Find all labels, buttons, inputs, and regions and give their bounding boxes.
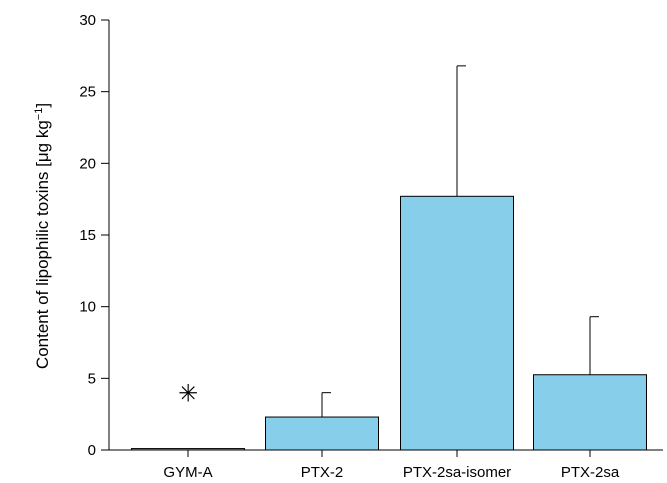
y-tick-label: 15 (79, 227, 96, 244)
y-tick-label: 5 (88, 370, 96, 387)
y-axis-label-main: Content of lipophilic toxins [μg kg (33, 120, 52, 369)
y-tick-label: 25 (79, 84, 96, 101)
y-tick-label: 0 (88, 442, 96, 459)
x-tick-label: PTX-2sa-isomer (403, 464, 511, 481)
plot-area: ✳ 0 5 10 15 20 25 30 GYM-A PTX-2 PTX-2sa-isomer PTX… (79, 12, 663, 481)
y-axis-label: Content of lipophilic toxins [μg kg−1] (33, 103, 52, 369)
y-axis-label-sup: −1 (33, 108, 45, 121)
x-tick-label: GYM-A (163, 464, 212, 481)
x-tick-label: PTX-2 (301, 464, 344, 481)
asterisk-marker: ✳ (178, 380, 198, 408)
y-axis-label-end: ] (33, 103, 52, 108)
bar-ptx-2sa (533, 374, 647, 451)
bar-ptx-2sa-isomer (400, 195, 514, 451)
y-tick-label: 10 (79, 299, 96, 316)
y-tick-label: 30 (79, 12, 96, 29)
x-tick-label: PTX-2sa (561, 464, 620, 481)
bar-ptx-2 (265, 416, 379, 451)
y-tick-label: 20 (79, 155, 96, 172)
